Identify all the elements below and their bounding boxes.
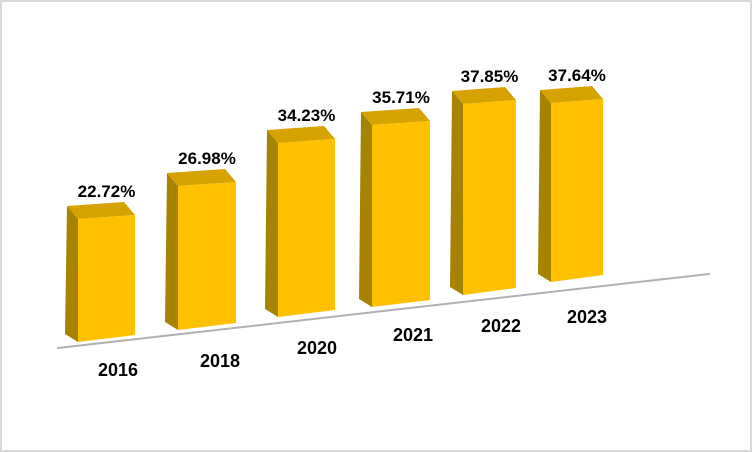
bar-top-face-2022 xyxy=(452,87,516,104)
category-label-2023: 2023 xyxy=(567,307,607,327)
bar-front-face-2020 xyxy=(278,139,335,317)
bar-side-face-2020 xyxy=(265,130,278,317)
bar-side-face-2021 xyxy=(359,112,372,307)
bar-top-face-2016 xyxy=(67,202,135,219)
bar-2016[interactable] xyxy=(65,202,135,342)
bar-front-face-2022 xyxy=(463,100,516,295)
bar-side-face-2023 xyxy=(538,90,551,282)
category-label-2018: 2018 xyxy=(200,351,240,371)
bar-2018[interactable] xyxy=(165,169,236,330)
category-label-2022: 2022 xyxy=(481,316,521,336)
bar-top-face-2023 xyxy=(540,86,603,103)
bar-side-face-2022 xyxy=(450,91,463,295)
bar-side-face-2016 xyxy=(65,206,78,342)
bar-2023[interactable] xyxy=(538,86,603,282)
data-label-2018: 26.98% xyxy=(178,149,236,168)
bar-top-face-2020 xyxy=(267,126,335,143)
bar-side-face-2018 xyxy=(165,173,178,330)
bar-2021[interactable] xyxy=(359,108,430,307)
category-label-2021: 2021 xyxy=(393,325,433,345)
bar-front-face-2016 xyxy=(78,215,135,342)
category-label-2020: 2020 xyxy=(297,338,337,358)
bar-top-face-2018 xyxy=(167,169,236,186)
data-label-2023: 37.64% xyxy=(548,66,606,85)
data-label-2016: 22.72% xyxy=(78,182,136,201)
bar-front-face-2023 xyxy=(551,99,603,282)
data-label-2020: 34.23% xyxy=(278,106,336,125)
category-axis-line xyxy=(57,273,710,349)
data-label-2022: 37.85% xyxy=(461,67,519,86)
bar-2020[interactable] xyxy=(265,126,335,317)
bar-front-face-2021 xyxy=(372,121,430,307)
bar-2022[interactable] xyxy=(450,87,516,295)
bar-front-face-2018 xyxy=(178,182,236,330)
data-label-2021: 35.71% xyxy=(372,88,430,107)
category-label-2016: 2016 xyxy=(98,360,138,380)
bar-top-face-2021 xyxy=(361,108,430,125)
